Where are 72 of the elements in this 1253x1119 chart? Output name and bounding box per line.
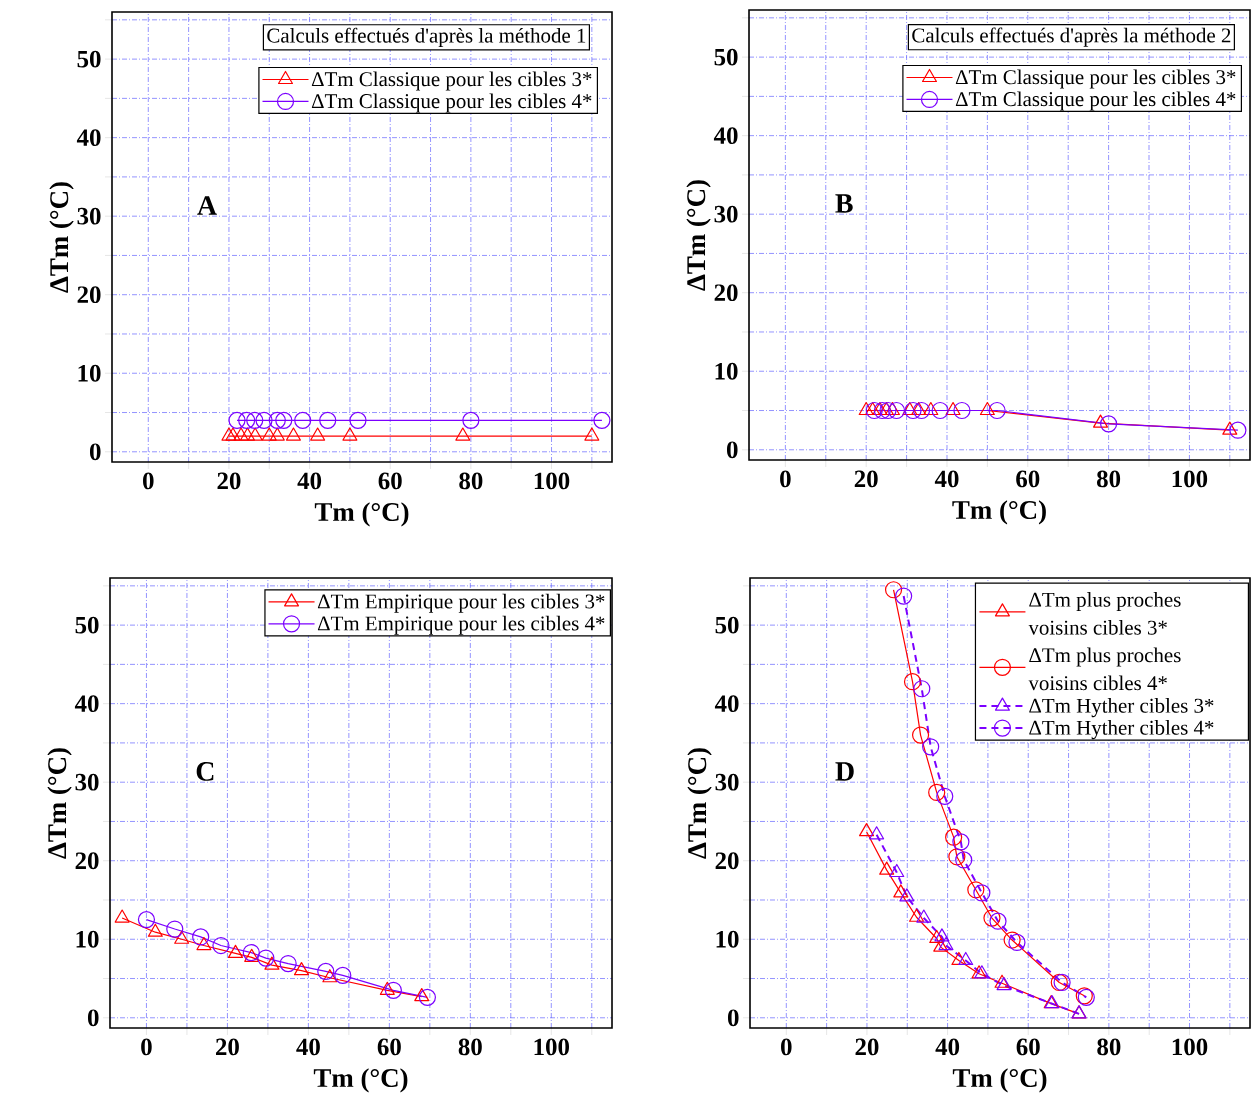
x-tick-label: 80	[1096, 470, 1121, 488]
x-tick-label: 40	[935, 1038, 960, 1056]
x-tick-label: 100	[534, 472, 570, 490]
x-tick-label: 40	[297, 472, 322, 490]
y-tick-label: 40	[713, 127, 738, 145]
y-tick-label: 0	[87, 1009, 99, 1027]
legend-label: ΔTm Classique pour les cibles 4*	[311, 93, 592, 113]
x-axis-title: Tm (°C)	[314, 502, 409, 527]
x-tick-label: 60	[1016, 470, 1040, 488]
y-tick-label: 40	[74, 695, 99, 713]
y-tick-label: 10	[78, 364, 101, 382]
y-tick-label: 0	[89, 443, 101, 461]
y-tick-label: 20	[715, 852, 739, 870]
y-tick-label: 20	[75, 852, 99, 870]
x-tick-label: 0	[780, 470, 791, 488]
x-tick-label: 100	[1172, 470, 1208, 488]
y-tick-label: 30	[714, 205, 738, 223]
y-tick-label: 50	[77, 50, 101, 68]
x-tick-label: 20	[216, 1038, 239, 1056]
x-axis-title: Tm (°C)	[313, 1068, 408, 1093]
y-axis-title: ΔTm (°C)	[47, 748, 72, 859]
y-tick-label: 10	[76, 930, 99, 948]
y-tick-label: 30	[715, 773, 739, 791]
y-axis-title: ΔTm (°C)	[49, 182, 74, 293]
x-tick-label: 80	[459, 472, 483, 490]
legend-label: ΔTm Hyther cibles 4*	[1029, 720, 1214, 740]
y-tick-label: 30	[75, 773, 99, 791]
y-tick-label: 0	[727, 1009, 739, 1027]
y-axis-title: ΔTm (°C)	[686, 180, 711, 291]
legend-label: ΔTm Hyther cibles 3*	[1029, 698, 1214, 718]
annotation: C	[196, 762, 214, 781]
annotation: B	[835, 194, 853, 213]
legend-title: Calculs effectués d'après la méthode 1	[267, 27, 586, 47]
x-tick-label: 60	[1016, 1038, 1040, 1056]
x-tick-label: 20	[854, 470, 878, 488]
x-tick-label: 80	[458, 1038, 482, 1056]
y-tick-label: 10	[715, 362, 738, 380]
y-tick-label: 40	[76, 129, 101, 147]
x-tick-label: 0	[141, 1038, 152, 1056]
x-axis-title: Tm (°C)	[952, 500, 1046, 525]
legend-label: ΔTm Empirique pour les cibles 3*	[317, 593, 605, 613]
y-tick-label: 40	[714, 695, 739, 713]
y-tick-label: 0	[726, 441, 738, 459]
y-tick-label: 50	[715, 616, 739, 634]
legend-label: ΔTm Empirique pour les cibles 4*	[317, 615, 605, 635]
x-tick-label: 0	[143, 472, 154, 490]
x-tick-label: 60	[378, 472, 402, 490]
y-tick-label: 20	[714, 284, 738, 302]
y-tick-label: 50	[714, 48, 738, 66]
x-tick-label: 100	[534, 1038, 570, 1056]
annotation: D	[835, 762, 854, 781]
y-tick-label: 10	[716, 930, 739, 948]
x-tick-label: 40	[934, 470, 959, 488]
annotation: A	[197, 196, 217, 215]
x-tick-label: 20	[855, 1038, 879, 1056]
legend-label: ΔTm Classique pour les cibles 4*	[955, 91, 1236, 111]
y-tick-label: 50	[75, 616, 99, 634]
x-tick-label: 100	[1172, 1038, 1208, 1056]
x-axis-title: Tm (°C)	[952, 1068, 1047, 1093]
legend-label: ΔTm Classique pour les cibles 3*	[955, 69, 1236, 89]
y-tick-label: 30	[77, 207, 101, 225]
legend-label: ΔTm plus proches voisins cibles 3*	[1028, 592, 1181, 635]
x-tick-label: 60	[377, 1038, 401, 1056]
x-tick-label: 20	[217, 472, 241, 490]
legend-label: ΔTm Classique pour les cibles 3*	[311, 71, 592, 91]
y-tick-label: 20	[77, 286, 101, 304]
x-tick-label: 40	[296, 1038, 320, 1056]
x-tick-label: 80	[1097, 1038, 1121, 1056]
x-tick-label: 0	[781, 1038, 792, 1056]
legend-label: ΔTm plus proches voisins cibles 4*	[1028, 647, 1181, 691]
y-axis-title: ΔTm (°C)	[687, 748, 712, 859]
legend-title: Calculs effectués d'après la méthode 2	[912, 27, 1231, 47]
